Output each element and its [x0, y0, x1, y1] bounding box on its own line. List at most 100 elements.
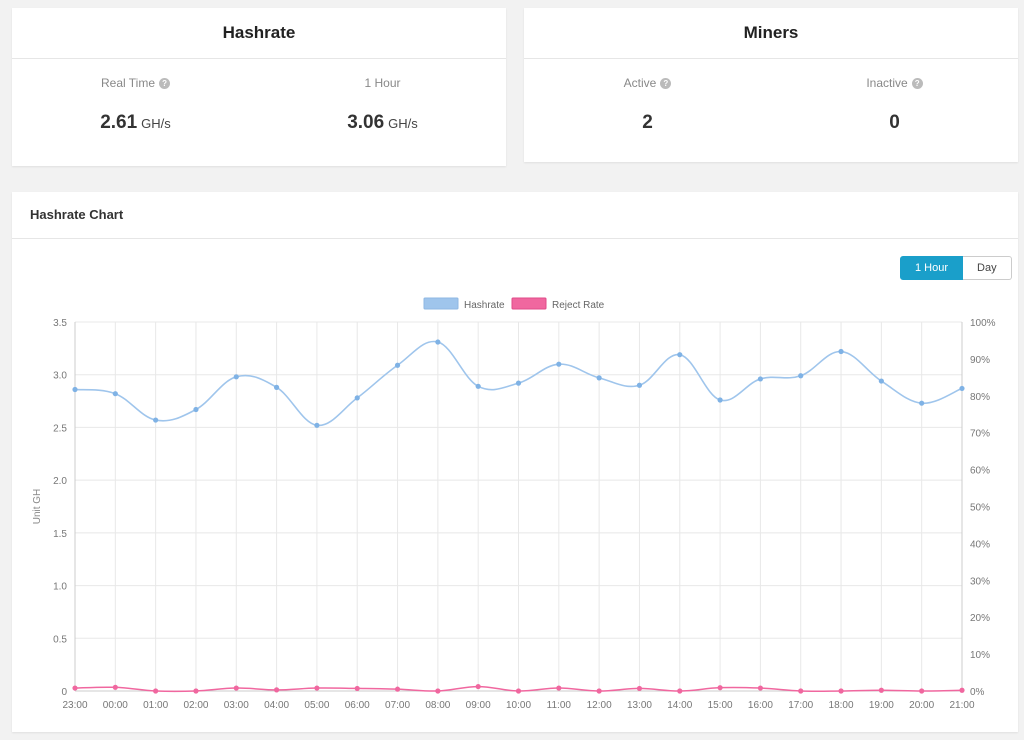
- hashrate-point: [677, 352, 683, 358]
- hashrate-point: [515, 380, 522, 386]
- realtime-value: 2.61: [100, 112, 138, 133]
- realtime-label: Real Time: [100, 76, 156, 90]
- hashrate-point: [757, 376, 764, 382]
- x-tick-label: 15:00: [708, 700, 733, 711]
- reject-rate-point: [475, 683, 481, 690]
- reject-rate-point: [72, 685, 78, 691]
- hashrate-point: [717, 397, 723, 403]
- active-value: 2: [642, 112, 653, 133]
- hashrate-point: [354, 395, 360, 401]
- reject-rate-point: [919, 688, 925, 694]
- x-tick-label: 17:00: [788, 700, 813, 711]
- range-day-button[interactable]: Day: [963, 256, 1012, 280]
- hashrate-chart-card: Hashrate Chart 1 Hour Day 0 0.5 1.0 1.5 2.0 2…: [12, 192, 1018, 732]
- reject-rate-point: [757, 685, 764, 691]
- help-icon[interactable]: ?: [159, 77, 171, 89]
- y2-tick-label: 60%: [970, 466, 990, 477]
- legend-hashrate-label: Hashrate: [464, 300, 505, 311]
- inactive-label: Inactive: [866, 76, 908, 90]
- miners-card-title: Miners: [524, 8, 1018, 59]
- reject-rate-point: [959, 687, 965, 693]
- reject-rate-point: [878, 687, 884, 693]
- hashrate-card-title: Hashrate: [12, 8, 506, 59]
- realtime-stat: Real Time ? 2.61 GH/s: [12, 59, 259, 134]
- y2-tick-label: 30%: [970, 576, 990, 587]
- x-tick-label: 04:00: [264, 700, 289, 711]
- reject-rate-point: [717, 685, 723, 691]
- miners-card: Miners Active ? 2 Inactive ? 0: [524, 8, 1018, 162]
- y2-tick-label: 70%: [970, 429, 990, 440]
- hashrate-point: [72, 386, 78, 393]
- hashrate-point: [959, 385, 965, 392]
- hashrate-point: [314, 422, 320, 428]
- hashrate-point: [636, 382, 643, 388]
- reject-rate-point: [596, 688, 602, 694]
- reject-rate-point: [636, 685, 643, 692]
- y2-tick-label: 50%: [970, 503, 990, 514]
- y-tick-label: 1.5: [53, 529, 67, 540]
- x-tick-label: 19:00: [869, 700, 894, 711]
- reject-rate-point: [273, 687, 280, 693]
- x-tick-label: 09:00: [466, 700, 491, 711]
- reject-rate-point: [394, 686, 401, 692]
- range-toggle: 1 Hour Day: [900, 256, 1012, 280]
- hashrate-point: [838, 348, 844, 355]
- y-tick-label: 2.5: [53, 423, 67, 434]
- y-tick-label: 0.5: [53, 634, 67, 645]
- range-1hour-button[interactable]: 1 Hour: [900, 256, 964, 280]
- hashrate-point: [475, 383, 481, 389]
- y-tick-label: 2.0: [53, 476, 67, 487]
- x-tick-label: 23:00: [62, 700, 87, 711]
- hashrate-point: [919, 400, 925, 406]
- y2-tick-label: 100%: [970, 318, 996, 329]
- reject-rate-point: [193, 688, 199, 694]
- reject-rate-point: [556, 685, 562, 691]
- x-tick-label: 00:00: [103, 700, 128, 711]
- y-tick-label: 1.0: [53, 582, 67, 593]
- y-axis-label: Unit GH: [32, 489, 43, 525]
- reject-rate-point: [515, 688, 522, 694]
- y2-tick-label: 20%: [970, 613, 990, 624]
- y-tick-label: 3.5: [53, 318, 67, 329]
- reject-rate-point: [153, 688, 159, 694]
- hashrate-point: [193, 406, 199, 413]
- reject-rate-point: [677, 688, 683, 694]
- hour-label: 1 Hour: [364, 76, 401, 90]
- x-tick-label: 01:00: [143, 700, 168, 711]
- reject-rate-point: [798, 688, 804, 694]
- legend-hashrate-swatch: [423, 297, 459, 310]
- x-tick-label: 08:00: [425, 700, 450, 711]
- hashrate-point: [435, 339, 441, 345]
- x-tick-label: 03:00: [224, 700, 249, 711]
- x-tick-label: 10:00: [506, 700, 531, 711]
- x-tick-label: 05:00: [304, 700, 329, 711]
- hashrate-chart: 0 0.5 1.0 1.5 2.0 2.5 3.0 3.5 0% 10% 20% 30% 40% 50% 6…: [32, 297, 996, 711]
- y2-tick-label: 0%: [970, 687, 985, 698]
- hour-unit: GH/s: [388, 116, 418, 131]
- help-icon[interactable]: ?: [660, 77, 672, 89]
- hashrate-point: [273, 384, 280, 390]
- realtime-unit: GH/s: [141, 116, 171, 131]
- help-icon[interactable]: ?: [911, 77, 923, 89]
- hashrate-point: [596, 375, 602, 381]
- hashrate-point: [394, 362, 401, 368]
- reject-rate-point: [314, 685, 320, 691]
- reject-rate-point: [354, 685, 360, 692]
- y-tick-label: 0: [61, 687, 67, 698]
- inactive-value: 0: [889, 112, 900, 133]
- hashrate-point: [878, 378, 884, 384]
- x-tick-label: 21:00: [949, 700, 974, 711]
- x-tick-label: 18:00: [829, 700, 854, 711]
- reject-rate-point: [112, 684, 118, 690]
- hashrate-point: [112, 391, 118, 397]
- reject-rate-point: [233, 685, 239, 691]
- hashrate-point: [153, 417, 159, 423]
- x-tick-label: 06:00: [345, 700, 370, 711]
- x-tick-label: 14:00: [667, 700, 692, 711]
- x-tick-label: 07:00: [385, 700, 410, 711]
- active-stat: Active ? 2: [524, 59, 771, 134]
- hashrate-point: [233, 374, 239, 380]
- y-tick-label: 3.0: [53, 371, 67, 382]
- x-tick-label: 12:00: [587, 700, 612, 711]
- hour-value: 3.06: [347, 112, 385, 133]
